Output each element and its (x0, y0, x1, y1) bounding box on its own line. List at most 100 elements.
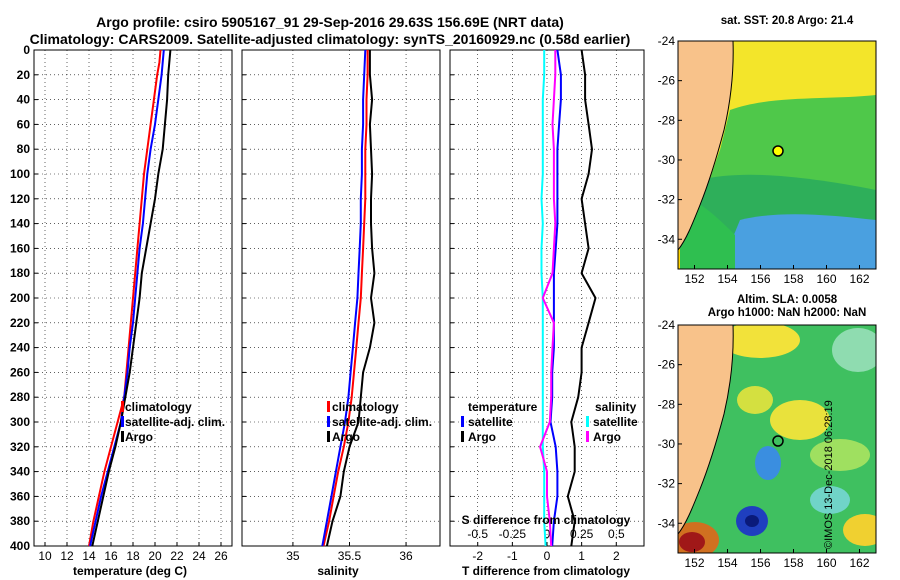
y-tick-label: 140 (10, 217, 30, 231)
sla-low-south-core (745, 515, 759, 527)
x-tick-label: 2 (613, 549, 620, 563)
legend-swatch-satellite (121, 416, 124, 427)
y-tick-label: 400 (10, 539, 30, 553)
plot-title-line2: Climatology: CARS2009. Satellite-adjuste… (29, 31, 631, 47)
map-lon-label: 162 (849, 556, 869, 570)
legend-label-satellite: satellite-adj. clim. (332, 415, 432, 429)
sla-map-title-line2: Argo h1000: NaN h2000: NaN (708, 307, 867, 319)
x-tick-label: 24 (192, 549, 206, 563)
sla-high-southwest-core (679, 532, 705, 552)
y-tick-label: 360 (10, 489, 30, 503)
salinity-panel: 35 35.5 36 salinity climatology satellite-… (241, 49, 441, 578)
sla-map-title-line1: Altim. SLA: 0.0058 (737, 294, 838, 306)
s-tick-label: 0.25 (570, 527, 594, 541)
y-tick-label: 40 (17, 93, 31, 107)
legend-label-climatology: climatology (332, 400, 399, 414)
map-lon-label: 152 (684, 272, 704, 286)
map-lat-label: -24 (658, 34, 676, 48)
temperature-legend: climatology satellite-adj. clim. Argo (121, 400, 225, 444)
y-tick-label: 120 (10, 192, 30, 206)
map-lat-label: -34 (658, 516, 676, 530)
map-lat-label: -28 (658, 113, 676, 127)
series-line-satellite-adj-clim- (321, 49, 367, 547)
map-lat-label: -26 (658, 358, 676, 372)
series-line-temperature-argo (566, 49, 597, 547)
map-lat-label: -30 (658, 153, 676, 167)
map-lon-label: 160 (816, 556, 836, 570)
y-tick-label: 260 (10, 365, 30, 379)
legend-swatch-argo (327, 431, 330, 442)
y-tick-label: 60 (17, 117, 31, 131)
sla-high-center (770, 400, 830, 440)
map-lat-label: -26 (658, 74, 676, 88)
map-lon-label: 158 (783, 556, 803, 570)
legend-swatch-t-argo (461, 431, 464, 442)
legend-swatch-s-argo (586, 431, 589, 442)
y-tick-label: 380 (10, 514, 30, 528)
series-line-salinity-argo (539, 50, 557, 547)
x-tick-label: 16 (104, 549, 118, 563)
sla-low-northeast (832, 328, 876, 372)
x-tick-label: 35.5 (338, 549, 362, 563)
y-tick-label: 80 (17, 142, 31, 156)
map-lon-label: 154 (717, 272, 737, 286)
map-lon-label: 156 (750, 556, 770, 570)
legend-swatch-t-satellite (461, 416, 464, 427)
sst-land-australia (678, 41, 734, 251)
salinity-legend: climatology satellite-adj. clim. Argo (327, 400, 432, 444)
map-lat-label: -34 (658, 232, 676, 246)
legend-swatch-argo (121, 431, 124, 442)
y-tick-label: 200 (10, 291, 30, 305)
x-tick-label: 14 (82, 549, 96, 563)
s-tick-label: 0.5 (608, 527, 625, 541)
t-difference-xlabel: T difference from climatology (462, 564, 630, 578)
series-line-satellite-adj-clim- (89, 49, 165, 547)
y-tick-label: 340 (10, 465, 30, 479)
difference-legend: temperature satellite Argo salinity sate… (461, 400, 638, 444)
sla-map-field (678, 325, 876, 553)
legend-swatch-climatology (121, 401, 124, 412)
map-lat-label: -30 (658, 437, 676, 451)
sla-low-southeast (810, 486, 850, 514)
x-tick-label: 0 (544, 549, 551, 563)
map-lon-label: 158 (783, 272, 803, 286)
y-tick-label: 240 (10, 341, 30, 355)
map-lon-label: 152 (684, 556, 704, 570)
map-lon-label: 154 (717, 556, 737, 570)
sst-map-title: sat. SST: 20.8 Argo: 21.4 (721, 15, 854, 27)
x-tick-label: 1 (578, 549, 585, 563)
sla-map-frame (677, 324, 877, 554)
legend-label-climatology: climatology (125, 400, 192, 414)
sst-cool-band (720, 214, 876, 269)
x-tick-label: 12 (60, 549, 74, 563)
s-difference-xlabel: S difference from climatology (462, 513, 631, 527)
sst-argo-marker (772, 145, 784, 157)
legend-label-s-argo: Argo (593, 430, 621, 444)
x-tick-label: 26 (214, 549, 228, 563)
y-tick-label: 0 (23, 43, 30, 57)
map-lat-label: -32 (658, 477, 676, 491)
map-lat-label: -32 (658, 193, 676, 207)
copyright-credit: ©IMOS 13-Dec-2018 06:28:19 (823, 400, 835, 549)
temperature-xlabel: temperature (deg C) (73, 564, 187, 578)
sla-map: Altim. SLA: 0.0058 Argo h1000: NaN h2000… (658, 294, 877, 570)
map-lat-label: -24 (658, 318, 676, 332)
temperature-panel: 0 20 40 60 80 100 120 140 160 180 200 220 240 260 280 3… (10, 43, 233, 578)
salinity-xlabel: salinity (317, 564, 359, 578)
legend-label-satellite: satellite-adj. clim. (125, 415, 225, 429)
s-tick-label: -0.25 (499, 527, 527, 541)
y-tick-label: 280 (10, 390, 30, 404)
x-tick-label: 36 (399, 549, 413, 563)
map-lon-label: 162 (849, 272, 869, 286)
sst-map: sat. SST: 20.8 Argo: 21.4 -24 -26 -28 -30 -3… (658, 15, 877, 286)
legend-label-argo: Argo (125, 430, 153, 444)
legend-title-temperature: temperature (468, 400, 538, 414)
sla-land-australia (678, 325, 734, 535)
map-lat-label: -28 (658, 397, 676, 411)
map-lon-label: 156 (750, 272, 770, 286)
x-tick-label: -2 (472, 549, 483, 563)
legend-label-s-satellite: satellite (593, 415, 638, 429)
series-line-climatology (322, 50, 369, 547)
legend-title-salinity: salinity (595, 400, 637, 414)
sla-high-southeast (843, 514, 876, 546)
